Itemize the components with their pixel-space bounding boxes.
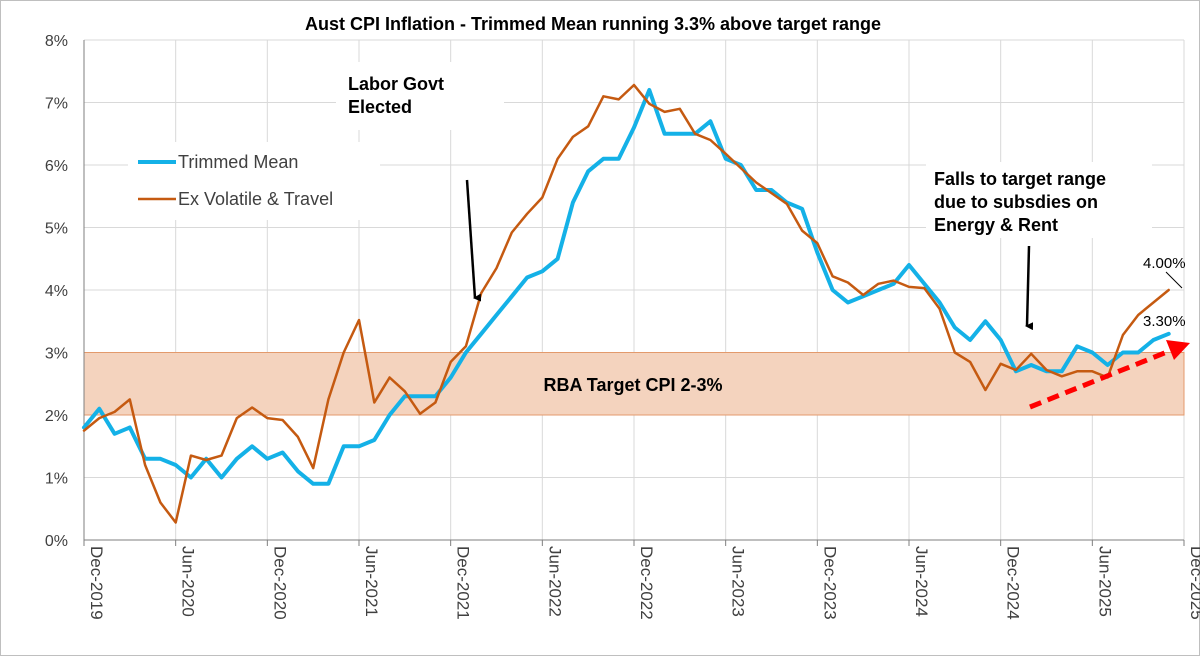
x-tick-label: Jun-2025 (1095, 546, 1114, 617)
falls-label-bg (926, 162, 1152, 238)
y-tick-label: 0% (45, 533, 68, 550)
end-label-leader (1165, 271, 1183, 289)
x-tick-label: Dec-2019 (87, 546, 106, 620)
x-tick-label: Jun-2021 (362, 546, 381, 617)
legend: Trimmed Mean Ex Volatile & Travel (128, 142, 380, 220)
y-tick-label: 7% (45, 96, 68, 113)
x-tick-label: Jun-2023 (729, 546, 748, 617)
y-tick-label: 2% (45, 408, 68, 425)
x-tick-label: Dec-2021 (454, 546, 473, 620)
labor-arrow (465, 179, 482, 302)
ex-volatile-travel-line (82, 83, 1170, 524)
trend-arrow-head (1166, 340, 1190, 360)
target-band: RBA Target CPI 2-3% (83, 352, 1185, 416)
trimmed-mean-line (82, 88, 1171, 486)
y-tick-label: 3% (45, 346, 68, 363)
legend-entry: Ex Volatile & Travel (178, 189, 333, 209)
x-tick-label: Jun-2022 (545, 546, 564, 617)
x-tick-label: Dec-2023 (820, 546, 839, 620)
x-tick-label: Jun-2020 (179, 546, 198, 617)
ex-volatile-end-label: 4.00% (1143, 255, 1186, 272)
target-band-label: RBA Target CPI 2-3% (543, 375, 722, 395)
grid (84, 39, 1185, 540)
labor-govt-annotation: Labor Govt (348, 74, 444, 94)
legend-entry: Trimmed Mean (178, 152, 298, 172)
falls-annotation: Falls to target range (934, 169, 1106, 189)
y-tick-label: 4% (45, 283, 68, 300)
axes: 0% 1% 2% 3% 4% 5% 6% 7% 8% Dec-2019 Jun-2020 Dec-20… (45, 33, 1200, 620)
x-tick-label: Dec-2025 (1187, 546, 1200, 620)
annotations: Labor Govt Elected Falls to target range du… (336, 62, 1190, 410)
falls-annotation: due to subsdies on (934, 192, 1098, 212)
series (82, 83, 1171, 524)
falls-annotation: Energy & Rent (934, 215, 1058, 235)
x-tick-label: Dec-2022 (637, 546, 656, 620)
x-tick-label: Dec-2020 (270, 546, 289, 620)
labor-label-bg (336, 62, 504, 130)
y-tick-label: 8% (45, 33, 68, 50)
y-tick-label: 5% (45, 221, 68, 238)
falls-arrow (1025, 245, 1034, 331)
y-tick-label: 1% (45, 471, 68, 488)
trend-arrow-line (1029, 347, 1173, 410)
chart-title: Aust CPI Inflation - Trimmed Mean runnin… (305, 14, 881, 34)
trimmed-mean-end-label: 3.30% (1143, 313, 1186, 330)
x-tick-label: Jun-2024 (912, 546, 931, 617)
legend-box (128, 142, 380, 220)
x-tick-label: Dec-2024 (1004, 546, 1023, 620)
y-tick-label: 6% (45, 158, 68, 175)
labor-govt-annotation: Elected (348, 97, 412, 117)
